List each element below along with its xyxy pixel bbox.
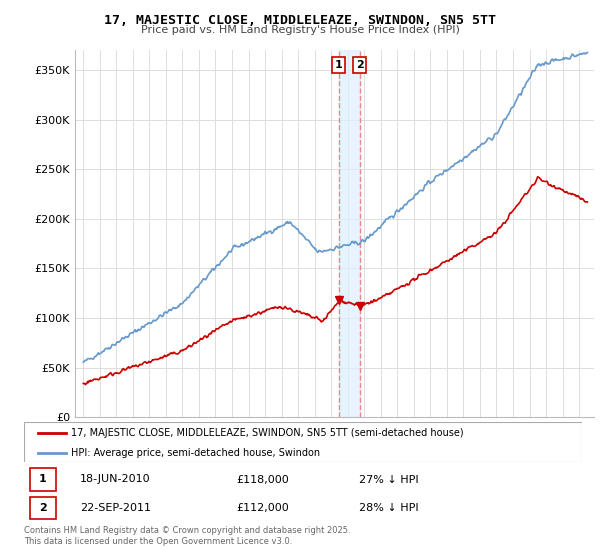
Text: HPI: Average price, semi-detached house, Swindon: HPI: Average price, semi-detached house,… [71, 448, 320, 458]
Text: 27% ↓ HPI: 27% ↓ HPI [359, 474, 418, 484]
Text: 28% ↓ HPI: 28% ↓ HPI [359, 503, 418, 513]
Text: 17, MAJESTIC CLOSE, MIDDLELEAZE, SWINDON, SN5 5TT (semi-detached house): 17, MAJESTIC CLOSE, MIDDLELEAZE, SWINDON… [71, 428, 464, 438]
Text: 1: 1 [335, 60, 343, 70]
Text: Contains HM Land Registry data © Crown copyright and database right 2025.
This d: Contains HM Land Registry data © Crown c… [24, 526, 350, 546]
Text: £112,000: £112,000 [236, 503, 289, 513]
Text: £118,000: £118,000 [236, 474, 289, 484]
Text: 2: 2 [39, 503, 47, 513]
Text: 22-SEP-2011: 22-SEP-2011 [80, 503, 151, 513]
Text: 1: 1 [39, 474, 47, 484]
Bar [29, 497, 56, 519]
Text: 2: 2 [356, 60, 364, 70]
Text: Price paid vs. HM Land Registry's House Price Index (HPI): Price paid vs. HM Land Registry's House … [140, 25, 460, 35]
Text: 18-JUN-2010: 18-JUN-2010 [80, 474, 151, 484]
Bar [339, 50, 360, 417]
Text: 17, MAJESTIC CLOSE, MIDDLELEAZE, SWINDON, SN5 5TT: 17, MAJESTIC CLOSE, MIDDLELEAZE, SWINDON… [104, 14, 496, 27]
Bar [29, 468, 56, 491]
